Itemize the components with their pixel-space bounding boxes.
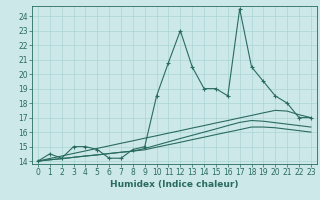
- X-axis label: Humidex (Indice chaleur): Humidex (Indice chaleur): [110, 180, 239, 189]
